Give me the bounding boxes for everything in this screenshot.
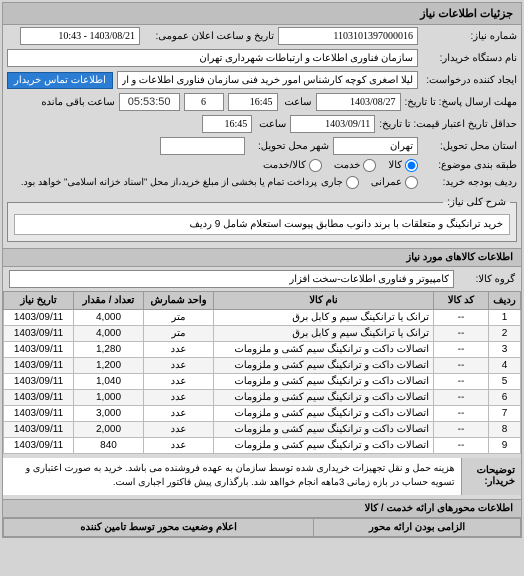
radio-service[interactable]	[363, 159, 376, 172]
days-remain-label: ساعت باقی مانده	[41, 97, 114, 108]
countdown-timer: 05:53:50	[119, 93, 180, 111]
group-label: گروه کالا:	[460, 274, 515, 285]
budget-radios: عمرانی جاری	[321, 176, 418, 189]
notes-table: توضیحات خریدار: هزینه حمل و نقل تجهیزات …	[3, 458, 521, 495]
goods-header: اطلاعات کالاهای مورد نیاز	[3, 248, 521, 267]
group-field[interactable]	[9, 270, 454, 288]
notes-label: توضیحات خریدار:	[461, 458, 521, 495]
axes-header: اطلاعات محورهای ارائه خدمت / کالا	[3, 499, 521, 518]
budget-note: پرداخت تمام یا بخشی از مبلغ خرید،از محل …	[21, 177, 317, 188]
days-remain-field	[184, 93, 224, 111]
radio-omrani[interactable]	[405, 176, 418, 189]
deadline-date-field[interactable]	[316, 93, 401, 111]
table-row[interactable]: 6--اتصالات داکت و ترانکینگ سیم کشی و ملز…	[4, 390, 521, 406]
description-fieldset: شرح کلی نیاز: خرید ترانکینگ و متعلقات با…	[7, 197, 517, 242]
valid-date-field[interactable]	[290, 115, 375, 133]
valid-time-field[interactable]	[202, 115, 252, 133]
pub-date-field[interactable]	[20, 27, 140, 45]
delivery-loc-label: استان محل تحویل:	[422, 141, 517, 152]
req-no-label: شماره نیاز:	[422, 31, 517, 42]
panel-title: جزئیات اطلاعات نیاز	[3, 3, 521, 25]
table-row[interactable]: 2--ترانک یا ترانکینگ سیم و کابل برقمتر4,…	[4, 326, 521, 342]
table-row[interactable]: 8--اتصالات داکت و ترانکینگ سیم کشی و ملز…	[4, 422, 521, 438]
col-row: ردیف	[489, 292, 521, 310]
table-row[interactable]: 9--اتصالات داکت و ترانکینگ سیم کشی و ملز…	[4, 438, 521, 454]
deadline-time-field[interactable]	[228, 93, 278, 111]
axes-col2: اعلام وضعیت محور توسط تامین کننده	[4, 518, 314, 536]
buyer-field[interactable]	[7, 49, 418, 67]
table-row[interactable]: 1--ترانک یا ترانکینگ سیم و کابل برقمتر4,…	[4, 310, 521, 326]
contact-buyer-button[interactable]: اطلاعات تماس خریدار	[7, 72, 113, 89]
details-panel: جزئیات اطلاعات نیاز شماره نیاز: تاریخ و …	[2, 2, 522, 538]
budget-row-label: ردیف بودجه خرید:	[422, 177, 517, 188]
table-row[interactable]: 3--اتصالات داکت و ترانکینگ سیم کشی و ملز…	[4, 342, 521, 358]
radio-goods[interactable]	[405, 159, 418, 172]
delivery-city-label: شهر محل تحویل:	[249, 141, 329, 152]
buyer-label: نام دستگاه خریدار:	[422, 53, 517, 64]
desc-legend: شرح کلی نیاز:	[443, 197, 510, 208]
time-label-2: ساعت	[256, 119, 286, 130]
requester-field[interactable]	[117, 71, 418, 89]
col-unit: واحد شمارش	[144, 292, 214, 310]
desc-text: خرید ترانکینگ و متعلقات با برند دانوب مط…	[14, 214, 510, 235]
subject-type-radios: کالا خدمت کالا/خدمت	[263, 159, 418, 172]
goods-table: ردیف کد کالا نام کالا واحد شمارش تعداد /…	[3, 291, 521, 454]
radio-jari[interactable]	[346, 176, 359, 189]
req-no-field[interactable]	[278, 27, 418, 45]
col-code: کد کالا	[434, 292, 489, 310]
requester-label: ایجاد کننده درخواست:	[422, 75, 517, 86]
delivery-loc-field[interactable]	[333, 137, 418, 155]
table-row[interactable]: 7--اتصالات داکت و ترانکینگ سیم کشی و ملز…	[4, 406, 521, 422]
budget-type-label: طبقه بندی موضوع:	[422, 160, 517, 171]
notes-content: هزینه حمل و نقل تجهیزات خریداری شده توسط…	[3, 458, 461, 495]
table-row[interactable]: 4--اتصالات داکت و ترانکینگ سیم کشی و ملز…	[4, 358, 521, 374]
valid-until-label: حداقل تاریخ اعتبار قیمت: تا تاریخ:	[379, 119, 517, 130]
radio-both[interactable]	[309, 159, 322, 172]
col-name: نام کالا	[214, 292, 434, 310]
time-label-1: ساعت	[282, 97, 312, 108]
table-row[interactable]: 5--اتصالات داکت و ترانکینگ سیم کشی و ملز…	[4, 374, 521, 390]
deadline-label: مهلت ارسال پاسخ: تا تاریخ:	[405, 97, 517, 108]
col-date: تاریخ نیاز	[4, 292, 74, 310]
col-qty: تعداد / مقدار	[74, 292, 144, 310]
axes-col1: الزامی بودن ارائه محور	[314, 518, 521, 536]
axes-table: الزامی بودن ارائه محور اعلام وضعیت محور …	[3, 518, 521, 537]
delivery-city-field[interactable]	[160, 137, 245, 155]
pub-date-label: تاریخ و ساعت اعلان عمومی:	[144, 31, 274, 42]
